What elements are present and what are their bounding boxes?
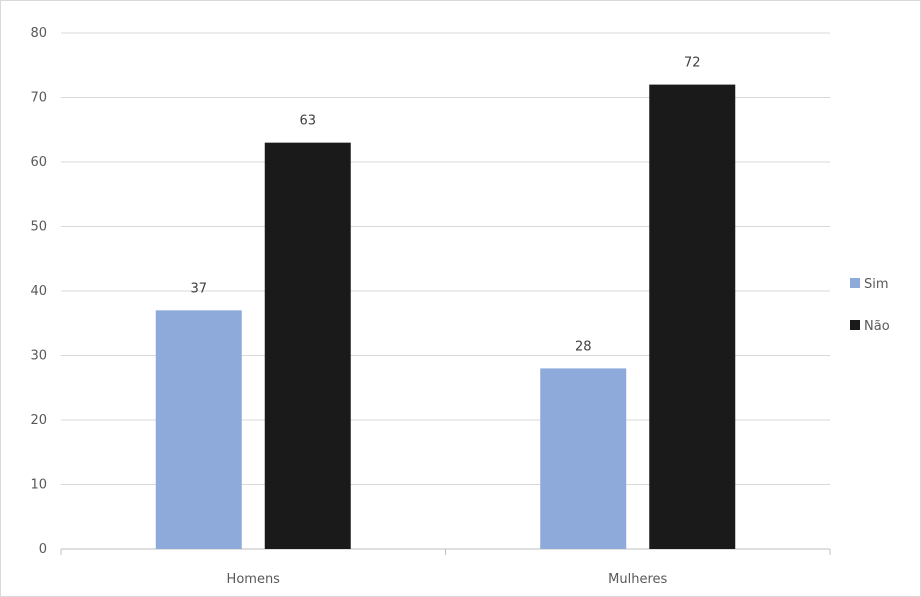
bar-sim-homens [155, 310, 242, 549]
x-tick-label: Mulheres [608, 572, 667, 587]
y-tick-label: 60 [30, 155, 47, 170]
x-tick-label: Homens [227, 572, 281, 587]
y-tick-label: 0 [39, 542, 47, 557]
data-labels: 37 63 28 72 [190, 56, 700, 355]
y-tick-label: 20 [30, 413, 47, 428]
legend-swatch [850, 278, 860, 288]
data-label: 63 [299, 114, 316, 129]
y-tick-label: 10 [30, 478, 47, 493]
y-tick-label: 50 [30, 220, 47, 235]
y-tick-label: 70 [30, 91, 47, 106]
legend-swatch [850, 320, 860, 330]
legend-label: Sim [864, 277, 889, 292]
legend: Sim Não [850, 277, 890, 334]
data-label: 72 [684, 56, 701, 71]
y-tick-label: 40 [30, 284, 47, 299]
bar-sim-mulheres [540, 368, 627, 549]
bars [155, 84, 736, 549]
legend-label: Não [864, 319, 890, 334]
data-label: 37 [190, 281, 207, 296]
data-label: 28 [575, 339, 592, 354]
y-tick-label: 80 [30, 26, 47, 41]
y-tick-label: 30 [30, 349, 47, 364]
bar-no-homens [264, 142, 351, 549]
bar-no-mulheres [649, 84, 736, 549]
